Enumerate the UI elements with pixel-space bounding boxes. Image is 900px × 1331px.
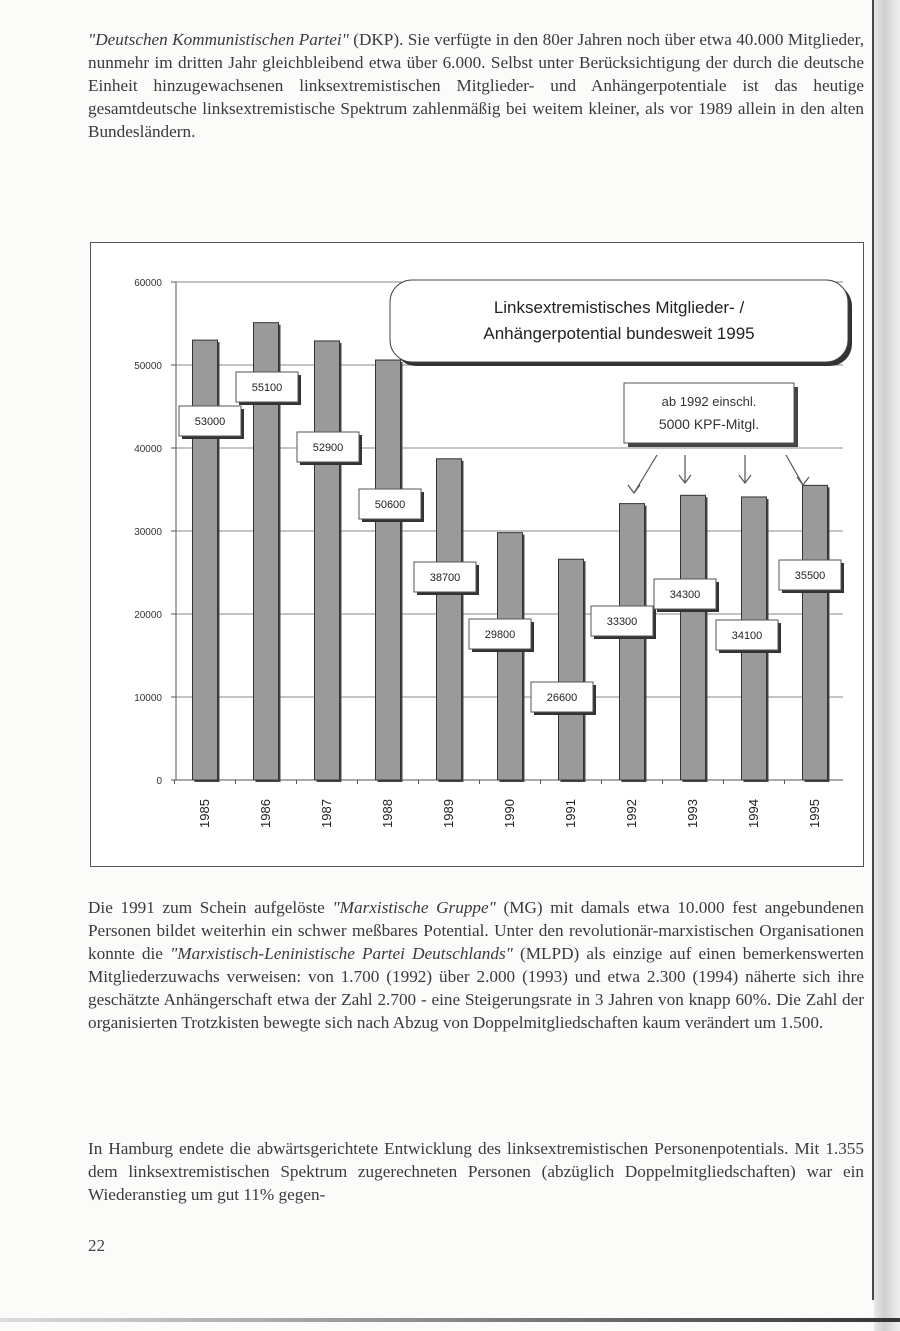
chart-frame: 0 10000 20000 30000 40000 50000 60000 1985 53000… [90, 242, 864, 867]
arrow-head-icon [678, 474, 692, 484]
data-label-box [235, 371, 299, 403]
data-label-box [178, 405, 242, 437]
org-name: "Marxistische Gruppe" [332, 898, 496, 917]
data-label: 29800 [485, 629, 516, 641]
y-tick-label: 60000 [134, 278, 162, 289]
y-tick-label: 0 [156, 776, 162, 787]
bar-chart: 0 10000 20000 30000 40000 50000 60000 1985 53000… [134, 278, 852, 828]
data-label-box [653, 578, 717, 610]
x-tick-label: 1993 [685, 799, 700, 828]
paragraph-1: "Deutschen Kommunistischen Partei" (DKP)… [88, 28, 864, 143]
data-label: 35500 [795, 570, 826, 582]
data-label-box [778, 559, 842, 591]
data-label: 33300 [607, 616, 638, 628]
page-edge [874, 0, 900, 1331]
x-tick-label: 1989 [441, 799, 456, 828]
paragraph-text: Die 1991 zum Schein aufgelöste [88, 898, 333, 917]
paragraph-3: In Hamburg endete die abwärtsgerichtete … [88, 1139, 864, 1204]
bar [802, 484, 828, 781]
bar [558, 558, 584, 781]
x-tick-label: 1985 [197, 799, 212, 828]
x-tick-label: 1995 [807, 799, 822, 828]
data-label-box [296, 431, 360, 463]
data-label-box [413, 561, 477, 593]
bar [619, 503, 645, 781]
data-label-box [468, 618, 532, 650]
annotation-text: 5000 KPF-Mitgl. [659, 416, 759, 432]
data-label: 50600 [375, 499, 406, 511]
paragraph-text: (DKP). Sie verfügte in den 80er Jahren n… [88, 30, 864, 141]
x-tick-label: 1986 [258, 799, 273, 828]
data-label: 52900 [313, 442, 344, 454]
party-name: "Deutschen Kommunistischen Partei" [88, 30, 349, 49]
x-tick-label: 1987 [319, 799, 334, 828]
bar [680, 494, 706, 781]
page-number: 22 [88, 1236, 105, 1255]
org-name: "Marxistisch-Leninistische Partei Deutsc… [170, 944, 513, 963]
title-box [389, 279, 849, 363]
y-tick-label: 40000 [134, 444, 162, 455]
paragraph-text: (MG) mit damals etwa 10.000 fest angebun… [88, 898, 864, 963]
annotation-box [623, 382, 795, 444]
x-tick-label: 1988 [380, 799, 395, 828]
scan-bottom-edge [0, 1318, 900, 1322]
paragraph-text: (MLPD) als einzige auf einen bemerkenswe… [88, 944, 865, 1032]
y-tick-label: 30000 [134, 527, 162, 538]
bar [497, 532, 523, 781]
chart-title: Anhängerpotential bundesweit 1995 [483, 324, 754, 343]
chart-title: Linksextremistisches Mitglieder- / [494, 298, 745, 317]
arrow-icon [785, 454, 804, 486]
data-label-box [715, 619, 779, 651]
y-tick-label: 10000 [134, 693, 162, 704]
data-label: 34300 [670, 589, 701, 601]
data-label-box [590, 605, 654, 637]
y-tick-label: 20000 [134, 610, 162, 621]
arrow-icon [633, 454, 658, 494]
bar [436, 458, 462, 781]
data-label: 38700 [430, 572, 461, 584]
x-tick-label: 1992 [624, 799, 639, 828]
data-label-box [358, 488, 422, 520]
x-tick-label: 1990 [502, 799, 517, 828]
bar [375, 359, 401, 781]
annotation-text: ab 1992 einschl. [662, 394, 757, 409]
y-tick-label: 50000 [134, 361, 162, 372]
paragraph-2: Die 1991 zum Schein aufgelöste "Marxisti… [88, 896, 864, 1034]
arrow-head-icon [627, 484, 641, 494]
arrow-head-icon [738, 474, 752, 484]
data-label: 26600 [547, 692, 578, 704]
x-tick-label: 1994 [746, 799, 761, 828]
bar [314, 340, 340, 781]
data-label: 34100 [732, 630, 763, 642]
data-label: 53000 [195, 416, 226, 428]
arrow-head-icon [796, 476, 810, 486]
data-label-box [530, 681, 594, 713]
data-label: 55100 [252, 382, 283, 394]
x-tick-label: 1991 [563, 799, 578, 828]
